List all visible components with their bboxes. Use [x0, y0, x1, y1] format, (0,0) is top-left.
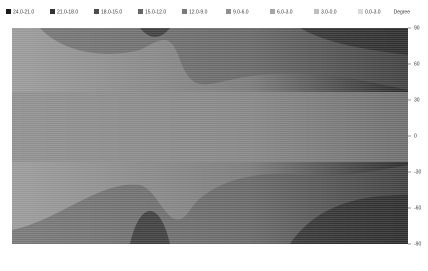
legend-swatch — [50, 9, 55, 14]
legend-label: 24.0-21.0 — [13, 9, 34, 15]
y-tick-label: 0 — [414, 133, 417, 139]
y-tick-label: 60 — [414, 61, 420, 67]
contour-field — [12, 28, 408, 244]
legend-swatch — [314, 9, 319, 14]
legend-swatch — [226, 9, 231, 14]
legend-label: 6.0-3.0 — [277, 9, 293, 15]
y-tick-label: 30 — [414, 97, 420, 103]
y-axis-label: Degree — [394, 9, 411, 15]
legend-swatch — [270, 9, 275, 14]
legend-label: 9.0-6.0 — [233, 9, 249, 15]
y-tick-label: -60 — [414, 205, 421, 211]
legend-label: 15.0-12.0 — [145, 9, 166, 15]
legend-swatch — [182, 9, 187, 14]
legend-label: 12.0-9.0 — [189, 9, 208, 15]
legend-label: 3.0-0.0 — [321, 9, 337, 15]
y-tick-label: -30 — [414, 169, 421, 175]
chart: Degree 90 60 30 0 -30 -60 -90 24.0-21.0 21.0-18.… — [0, 0, 428, 271]
y-tick-label: -90 — [414, 241, 421, 247]
legend-label: 0.0-3.0 — [365, 9, 381, 15]
legend-swatch — [358, 9, 363, 14]
legend-swatch — [6, 9, 11, 14]
legend-label: 21.0-18.0 — [57, 9, 78, 15]
y-tick-label: 90 — [414, 25, 420, 31]
legend-label: 18.0-15.0 — [101, 9, 122, 15]
legend-swatch — [138, 9, 143, 14]
legend-swatch — [94, 9, 99, 14]
